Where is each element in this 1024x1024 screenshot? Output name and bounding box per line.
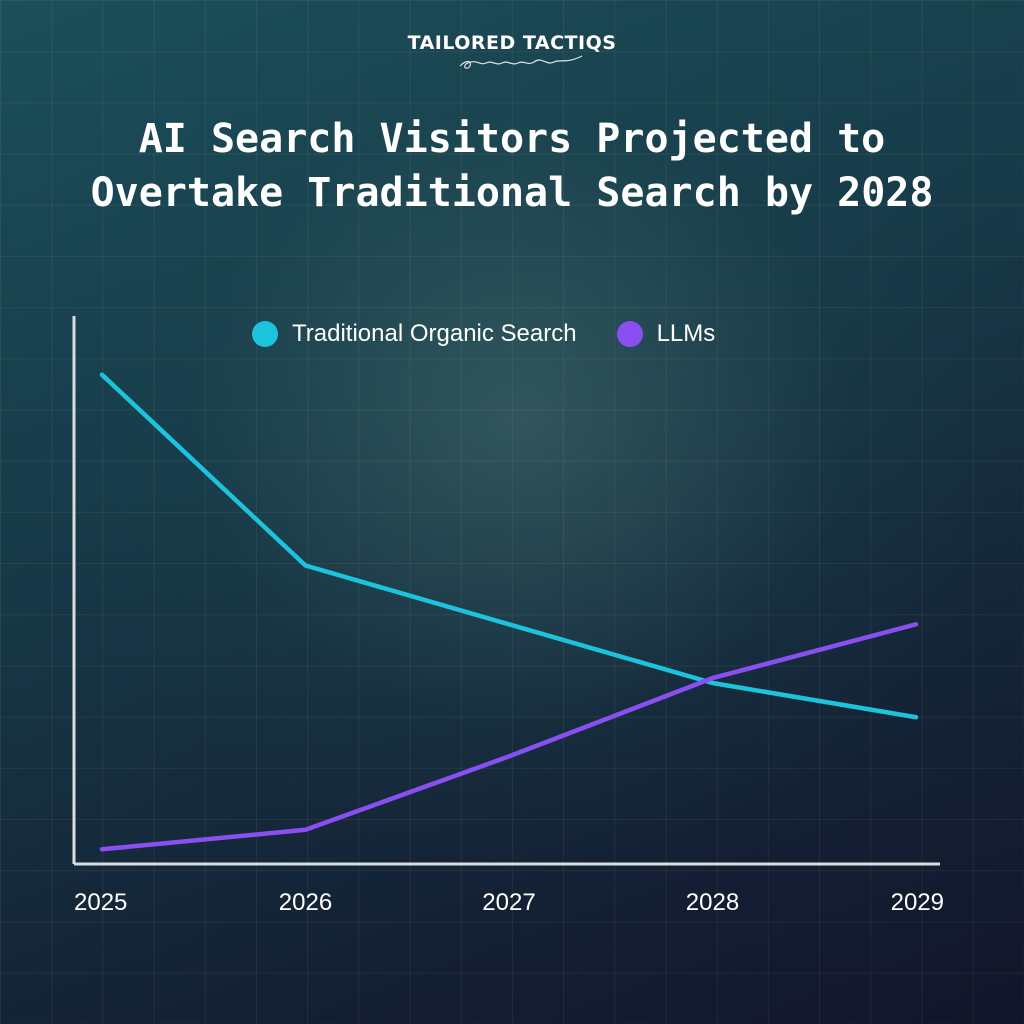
- data-point-traditional-2029: [914, 715, 918, 720]
- x-tick-label-2026: 2026: [279, 889, 332, 916]
- data-point-traditional-2027: [507, 622, 511, 627]
- data-point-llms-2028: [710, 676, 715, 681]
- chart-legend: Traditional Organic Search LLMs: [252, 318, 755, 350]
- legend-item-llms: LLMs: [616, 320, 716, 348]
- data-point-llms-2025: [100, 847, 104, 852]
- data-point-llms-2026: [303, 827, 308, 832]
- x-tick-label-2029: 2029: [891, 889, 944, 916]
- x-tick-label-2025: 2025: [74, 889, 127, 916]
- signature-mark: [459, 55, 583, 69]
- data-point-llms-2029: [914, 622, 918, 627]
- legend-dot-llms-icon: [616, 321, 643, 347]
- x-tick-label-2027: 2027: [482, 889, 535, 916]
- series-line-traditional: [99, 372, 919, 720]
- chart-title: AI Search Visitors Projected to Overtake…: [0, 112, 1024, 220]
- x-tick-label-2028: 2028: [686, 889, 739, 916]
- legend-item-traditional: Traditional Organic Search: [252, 320, 577, 348]
- data-point-traditional-2026: [303, 563, 308, 568]
- data-point-traditional-2025: [100, 372, 104, 377]
- brand-logo: TAILORED TACTIQS: [407, 32, 617, 54]
- legend-dot-traditional-icon: [252, 321, 278, 347]
- legend-label-llms: LLMs: [656, 320, 716, 347]
- chart-title-line-2: Overtake Traditional Search by 2028: [90, 170, 934, 216]
- chart-title-line-1: AI Search Visitors Projected to: [138, 116, 886, 162]
- data-point-llms-2027: [507, 754, 511, 759]
- legend-label-traditional: Traditional Organic Search: [292, 320, 577, 347]
- data-point-traditional-2028: [710, 680, 715, 685]
- series-line-llms: [99, 622, 919, 852]
